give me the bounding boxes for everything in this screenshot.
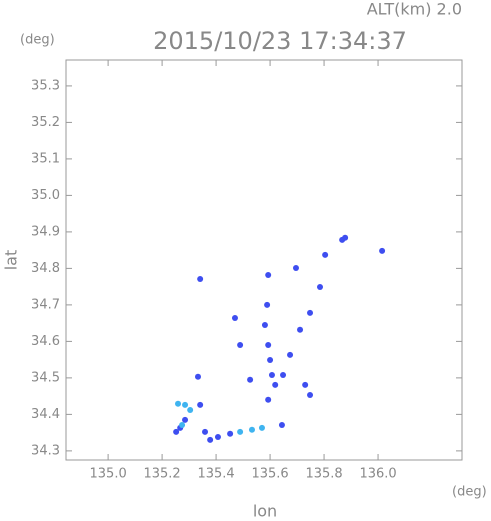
y-unit: (deg) <box>20 33 55 48</box>
y-tick-label: 35.0 <box>31 188 60 203</box>
y-tick-label: 34.6 <box>31 334 60 349</box>
echo-point <box>261 321 268 328</box>
echo-point <box>265 271 272 278</box>
x-tick-label: 135.4 <box>197 467 234 482</box>
echo-point <box>258 424 265 431</box>
echo-point <box>197 275 204 282</box>
echo-point <box>307 392 314 399</box>
echo-point <box>231 315 238 322</box>
echo-point <box>207 436 214 443</box>
echo-point <box>214 434 221 441</box>
echo-point <box>187 407 194 413</box>
echo-point <box>302 381 309 388</box>
echo-point <box>322 251 329 258</box>
x-tick-label: 135.0 <box>90 467 127 482</box>
echo-point <box>173 428 180 435</box>
echo-point <box>182 401 189 408</box>
echo-point <box>307 309 314 316</box>
echo-point <box>280 371 287 378</box>
echo-point <box>287 351 294 358</box>
y-tick-label: 35.2 <box>31 115 60 130</box>
echo-point <box>179 421 186 428</box>
echo-point <box>248 426 255 433</box>
y-tick-label: 34.4 <box>31 407 60 422</box>
y-tick-label: 34.8 <box>31 261 60 276</box>
plot-frame <box>65 59 463 461</box>
echo-point <box>339 236 346 243</box>
y-tick-label: 34.9 <box>31 224 60 239</box>
echo-point <box>265 342 272 349</box>
echo-point <box>264 301 271 308</box>
y-tick-label: 35.3 <box>31 78 60 93</box>
echo-point <box>202 428 209 435</box>
echo-point <box>272 381 279 388</box>
x-axis-label: lon <box>253 502 277 521</box>
echo-point <box>175 400 182 407</box>
subtitle: ALT(km) 2.0 <box>367 0 462 19</box>
echo-point <box>267 357 274 363</box>
x-tick-label: 135.8 <box>305 467 342 482</box>
echo-point <box>182 416 189 423</box>
y-tick-label: 34.3 <box>31 443 60 458</box>
echo-point <box>278 421 285 428</box>
echo-point <box>197 401 204 408</box>
x-tick-label: 135.6 <box>251 467 288 482</box>
echo-point <box>268 371 275 378</box>
x-tick-label: 135.2 <box>143 467 180 482</box>
echo-point <box>379 247 386 254</box>
y-axis-label: lat <box>2 250 21 271</box>
x-tick-label: 136.0 <box>359 467 396 482</box>
echo-point <box>195 373 201 380</box>
echo-point <box>227 430 234 437</box>
y-tick-label: 34.7 <box>31 297 60 312</box>
chart-title: 2015/10/23 17:34:37 <box>153 27 407 55</box>
echo-point <box>237 428 244 435</box>
echo-point <box>247 376 254 383</box>
echo-point <box>297 326 304 333</box>
echo-point <box>237 342 244 349</box>
y-tick-label: 35.1 <box>31 151 60 166</box>
x-unit: (deg) <box>452 485 487 500</box>
echo-point <box>292 265 299 272</box>
echo-point <box>317 284 324 291</box>
echo-point <box>265 396 272 403</box>
y-tick-label: 34.5 <box>31 370 60 385</box>
